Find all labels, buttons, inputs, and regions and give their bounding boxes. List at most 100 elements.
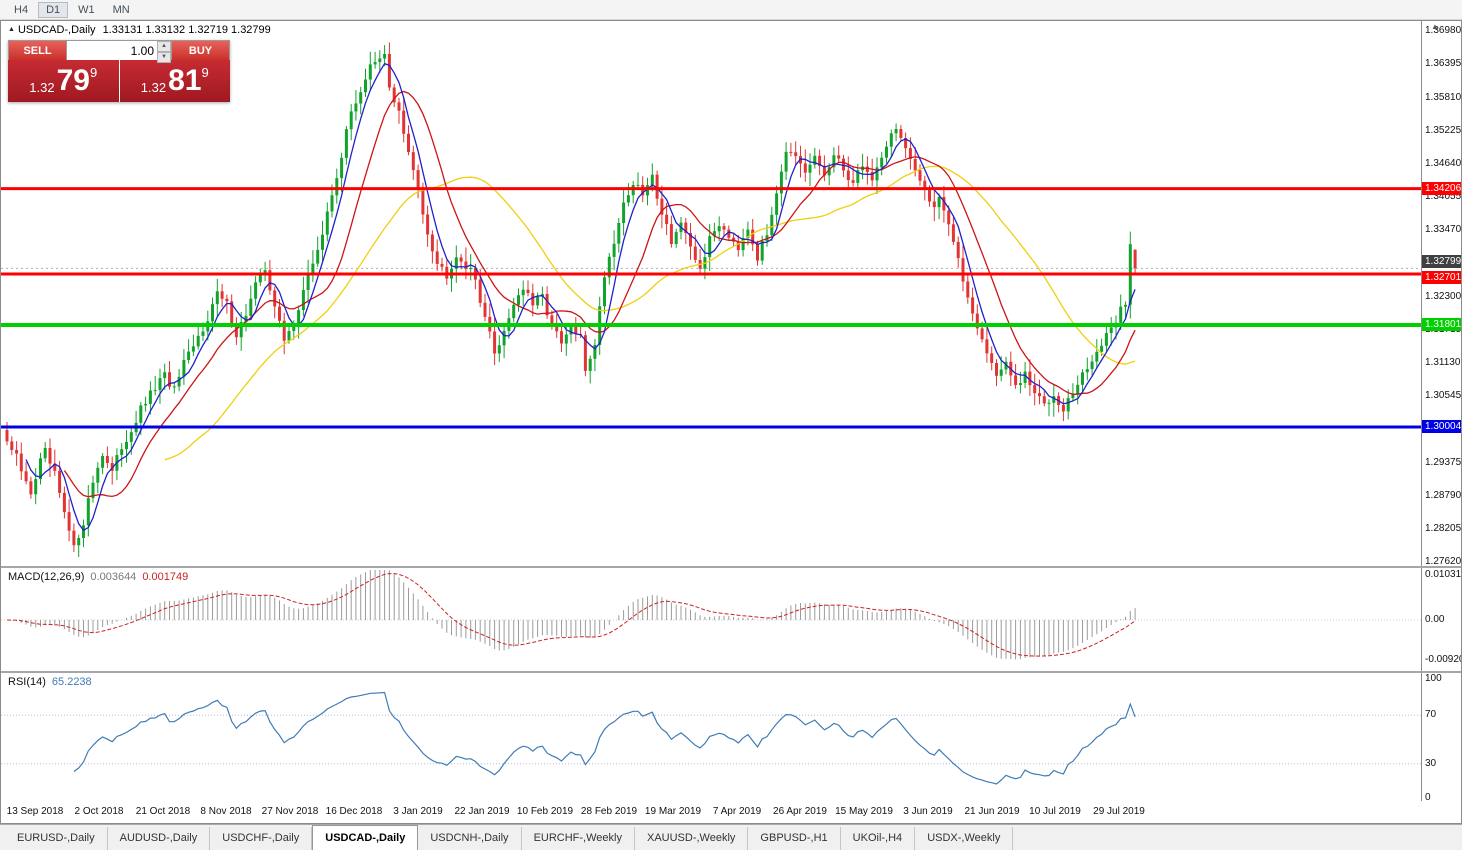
rsi-axis[interactable]: 100 70 30 0 <box>1421 673 1461 801</box>
macd-label: MACD(12,26,9) 0.003644 0.001749 <box>8 571 189 583</box>
price-tick: 1.29375 <box>1425 456 1461 468</box>
chart-title: ▲ USDCAD-,Daily 1.33131 1.33132 1.32719 1.… <box>8 24 271 36</box>
sell-price-display[interactable]: 1.32 79 9 <box>8 60 119 102</box>
buy-price-big: 81 <box>168 64 202 97</box>
one-click-trading-panel: SELL ▲ ▼ BUY 1.32 79 9 <box>8 40 230 102</box>
date-label: 26 Apr 2019 <box>773 806 827 817</box>
date-label: 19 Mar 2019 <box>644 806 702 817</box>
buy-button[interactable]: BUY <box>172 41 229 60</box>
chart-window: ▲ USDCAD-,Daily 1.33131 1.33132 1.32719 1.… <box>0 20 1462 824</box>
rsi-axis-label: 30 <box>1425 757 1437 769</box>
chart-tab-xauusd-weekly[interactable]: XAUUSD-,Weekly <box>635 827 749 850</box>
macd-histogram <box>11 570 1136 660</box>
date-label: 10 Jul 2019 <box>1029 806 1081 817</box>
date-label: 22 Jan 2019 <box>454 806 510 817</box>
price-tick: 1.28205 <box>1425 523 1461 535</box>
date-label: 21 Oct 2018 <box>135 806 191 817</box>
moving-average-34 <box>164 165 1136 461</box>
rsi-label: RSI(14) 65.2238 <box>8 676 92 688</box>
volume-down-button[interactable]: ▼ <box>157 52 171 63</box>
macd-axis-label: 0.00 <box>1425 614 1445 625</box>
timeframe-button-w1[interactable]: W1 <box>70 2 103 18</box>
price-tick: 1.31130 <box>1425 357 1461 369</box>
date-label: 10 Feb 2019 <box>516 806 574 817</box>
price-tick: 1.34055 <box>1425 191 1461 203</box>
chart-tab-usdcad-daily[interactable]: USDCAD-,Daily <box>312 825 419 850</box>
price-tick: 1.30545 <box>1425 390 1461 402</box>
chart-tabs-bar: EURUSD-,Daily AUDUSD-,Daily USDCHF-,Daily U… <box>0 824 1462 850</box>
timeframe-toolbar: H4 D1 W1 MN <box>0 0 1462 20</box>
macd-signal-line <box>6 573 1136 657</box>
hline-price-tag: 1.31801 <box>1422 318 1461 332</box>
sell-price-big: 79 <box>56 64 90 97</box>
buy-price-prefix: 1.32 <box>140 80 167 95</box>
buy-price-pip: 9 <box>201 65 209 80</box>
symbol-marker-icon: ▲ <box>8 26 15 33</box>
hline-price-tag: 1.32701 <box>1422 270 1461 284</box>
chart-tab-ukoil-h4[interactable]: UKOil-,H4 <box>841 827 916 850</box>
date-label: 3 Jan 2019 <box>393 806 443 817</box>
price-tick: 1.36980 <box>1425 25 1461 37</box>
price-tick: 1.36395 <box>1425 58 1461 70</box>
rsi-axis-label: 100 <box>1425 673 1442 684</box>
date-label: 29 Jul 2019 <box>1093 806 1145 817</box>
chart-tab-audusd-daily[interactable]: AUDUSD-,Daily <box>108 827 211 850</box>
volume-up-button[interactable]: ▲ <box>157 41 171 52</box>
sell-price-pip: 9 <box>89 65 98 80</box>
date-label: 2 Oct 2018 <box>74 806 124 817</box>
rsi-axis-label: 70 <box>1425 709 1437 721</box>
price-tick: 1.33470 <box>1425 224 1461 236</box>
rsi-pane: RSI(14) 65.2238 100 70 30 0 <box>1 673 1461 801</box>
rsi-canvas[interactable] <box>1 673 1421 801</box>
price-tick: 1.35225 <box>1425 124 1461 136</box>
date-label: 7 Apr 2019 <box>712 806 762 817</box>
price-tick: 1.27620 <box>1425 556 1461 566</box>
chart-tab-eurusd-daily[interactable]: EURUSD-,Daily <box>5 827 108 850</box>
hline-price-tag: 1.34206 <box>1422 181 1461 195</box>
rsi-axis-label: 0 <box>1425 792 1431 801</box>
macd-axis-label: 0.010311 <box>1425 568 1461 580</box>
sell-price-prefix: 1.32 <box>29 80 55 95</box>
date-axis[interactable]: 13 Sep 2018 2 Oct 2018 21 Oct 2018 8 Nov 20… <box>1 801 1461 823</box>
hline-price-tag: 1.30004 <box>1422 419 1461 433</box>
panel-splitter-rsi[interactable] <box>1 671 1461 673</box>
scroll-to-end-icon[interactable]: ▲ <box>1431 22 1439 31</box>
moving-average-13 <box>63 90 1136 498</box>
volume-input[interactable] <box>67 41 171 60</box>
panel-splitter-macd[interactable] <box>1 566 1461 568</box>
main-chart-pane: ▲ USDCAD-,Daily 1.33131 1.33132 1.32719 1.… <box>1 21 1461 566</box>
rsi-line <box>73 691 1136 785</box>
chart-tab-usdx-weekly[interactable]: USDX-,Weekly <box>915 827 1014 850</box>
date-label: 13 Sep 2018 <box>6 806 64 817</box>
chart-title-ohlc: 1.33131 1.33132 1.32719 1.32799 <box>102 24 271 36</box>
price-tick: 1.35810 <box>1425 91 1461 103</box>
price-chart-canvas[interactable] <box>1 21 1421 566</box>
timeframe-button-mn[interactable]: MN <box>105 2 138 18</box>
macd-axis-label: -0.009203 <box>1425 654 1461 666</box>
chart-tab-gbpusd-h1[interactable]: GBPUSD-,H1 <box>748 827 841 850</box>
timeframe-button-d1[interactable]: D1 <box>38 1 69 18</box>
date-label: 3 Jun 2019 <box>903 806 953 817</box>
price-axis[interactable]: ▲ 1.36980 1.36395 1.35810 1.35225 1.34640 1.3… <box>1421 21 1461 566</box>
sell-button[interactable]: SELL <box>9 41 66 60</box>
price-tick: 1.32300 <box>1425 290 1461 302</box>
volume-stepper: ▲ ▼ <box>66 41 172 63</box>
price-tick: 1.34640 <box>1425 157 1461 169</box>
date-label: 21 Jun 2019 <box>964 806 1020 817</box>
buy-price-display[interactable]: 1.32 81 9 <box>119 60 230 102</box>
price-tick: 1.28790 <box>1425 489 1461 501</box>
chart-title-symbol: USDCAD-,Daily <box>17 24 96 36</box>
date-label: 8 Nov 2018 <box>200 806 252 817</box>
chart-tab-eurchf-weekly[interactable]: EURCHF-,Weekly <box>522 827 635 850</box>
chart-tab-usdcnh-daily[interactable]: USDCNH-,Daily <box>418 827 522 850</box>
date-label: 15 May 2019 <box>835 806 893 817</box>
macd-axis[interactable]: 0.010311 0.00 -0.009203 <box>1421 568 1461 671</box>
timeframe-button-h4[interactable]: H4 <box>6 2 36 18</box>
chart-tab-usdchf-daily[interactable]: USDCHF-,Daily <box>210 827 313 850</box>
date-label: 16 Dec 2018 <box>325 806 383 817</box>
candlesticks <box>5 42 1137 557</box>
date-label: 28 Feb 2019 <box>580 806 638 817</box>
macd-canvas[interactable] <box>1 568 1421 671</box>
